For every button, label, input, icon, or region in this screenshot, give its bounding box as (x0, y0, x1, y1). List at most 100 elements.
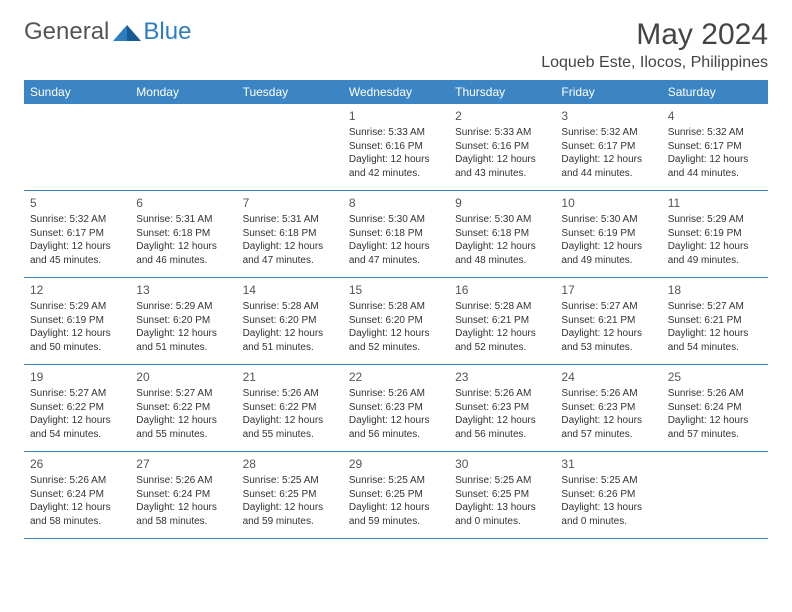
sunrise-text: Sunrise: 5:33 AM (349, 126, 443, 140)
day-number: 17 (561, 282, 655, 298)
sunset-text: Sunset: 6:26 PM (561, 488, 655, 502)
sunset-text: Sunset: 6:18 PM (349, 227, 443, 241)
day-number: 10 (561, 195, 655, 211)
day-cell: 13 Sunrise: 5:29 AMSunset: 6:20 PMDayligh… (130, 278, 236, 364)
week-row: 12Sunrise: 5:29 AMSunset: 6:19 PMDayligh… (24, 278, 768, 365)
daylight-text: Daylight: 13 hours and 0 minutes. (455, 501, 549, 528)
sunset-text: Sunset: 6:18 PM (136, 227, 230, 241)
daylight-text: Daylight: 12 hours and 47 minutes. (349, 240, 443, 267)
sunrise-text: Sunrise: 5:26 AM (136, 474, 230, 488)
day-cell: 6 Sunrise: 5:31 AMSunset: 6:18 PMDaylight… (130, 191, 236, 277)
day-cell: 19Sunrise: 5:27 AMSunset: 6:22 PMDayligh… (24, 365, 130, 451)
sunrise-text: Sunrise: 5:27 AM (668, 300, 762, 314)
day-cell: 7Sunrise: 5:31 AMSunset: 6:18 PMDaylight… (237, 191, 343, 277)
day-cell: 16 Sunrise: 5:28 AMSunset: 6:21 PMDayligh… (449, 278, 555, 364)
sunrise-text: Sunrise: 5:32 AM (668, 126, 762, 140)
day-cell: 21Sunrise: 5:26 AMSunset: 6:22 PMDayligh… (237, 365, 343, 451)
sunrise-text: Sunrise: 5:32 AM (561, 126, 655, 140)
day-number: 27 (136, 456, 230, 472)
sunset-text: Sunset: 6:18 PM (455, 227, 549, 241)
sunset-text: Sunset: 6:20 PM (136, 314, 230, 328)
day-number: 13 (136, 282, 230, 298)
daylight-text: Daylight: 12 hours and 52 minutes. (455, 327, 549, 354)
day-cell: 17 Sunrise: 5:27 AMSunset: 6:21 PMDayligh… (555, 278, 661, 364)
day-cell: 30Sunrise: 5:25 AMSunset: 6:25 PMDayligh… (449, 452, 555, 538)
day-cell: 26 Sunrise: 5:26 AMSunset: 6:24 PMDayligh… (24, 452, 130, 538)
day-number: 15 (349, 282, 443, 298)
day-cell: 15 Sunrise: 5:28 AMSunset: 6:20 PMDayligh… (343, 278, 449, 364)
sunset-text: Sunset: 6:24 PM (30, 488, 124, 502)
daylight-text: Daylight: 12 hours and 54 minutes. (30, 414, 124, 441)
sunrise-text: Sunrise: 5:26 AM (668, 387, 762, 401)
day-number: 26 (30, 456, 124, 472)
day-cell: 31Sunrise: 5:25 AMSunset: 6:26 PMDayligh… (555, 452, 661, 538)
week-row: 19 Sunrise: 5:27 AM Sunset: 6:22 PM Dayligh… (24, 365, 768, 452)
day-number: 16 (455, 282, 549, 298)
sunrise-text: Sunrise: 5:25 AM (243, 474, 337, 488)
day-number: 5 (30, 195, 124, 211)
daylight-text: Daylight: 12 hours and 57 minutes. (668, 414, 762, 441)
daylight-text: Daylight: 12 hours and 47 minutes. (243, 240, 337, 267)
sunset-text: Sunset: 6:20 PM (349, 314, 443, 328)
daylight-text: Daylight: 12 hours and 53 minutes. (561, 327, 655, 354)
sunrise-text: Sunrise: 5:28 AM (243, 300, 337, 314)
day-cell: 29Sunrise: 5:25 AMSunset: 6:25 PMDayligh… (343, 452, 449, 538)
sunrise-text: Sunrise: 5:28 AM (349, 300, 443, 314)
day-number: 31 (561, 456, 655, 472)
daylight-text: Daylight: 12 hours and 59 minutes. (243, 501, 337, 528)
sunset-text: Sunset: 6:21 PM (561, 314, 655, 328)
weeks-container: 1Sunrise: 5:33 AMSunset: 6:16 PMDaylight… (24, 104, 768, 539)
sunset-text: Sunset: 6:21 PM (455, 314, 549, 328)
daylight-text: Daylight: 12 hours and 42 minutes. (349, 153, 443, 180)
sunrise-text: Sunrise: 5:28 AM (455, 300, 549, 314)
sunset-text: Sunset: 6:19 PM (30, 314, 124, 328)
sunrise-text: Sunrise: 5:27 AM (30, 387, 124, 401)
day-cell (24, 104, 130, 190)
sunrise-text: Sunrise: 5:29 AM (136, 300, 230, 314)
weekday-header: Thursday (449, 80, 555, 104)
daylight-text: Daylight: 12 hours and 57 minutes. (561, 414, 655, 441)
daylight-text: Daylight: 12 hours and 49 minutes. (561, 240, 655, 267)
sunrise-text: Sunrise: 5:26 AM (349, 387, 443, 401)
weekday-header-row: SundayMondayTuesdayWednesdayThursdayFrid… (24, 80, 768, 104)
daylight-text: Daylight: 12 hours and 44 minutes. (561, 153, 655, 180)
day-number: 7 (243, 195, 337, 211)
sunrise-text: Sunrise: 5:29 AM (30, 300, 124, 314)
daylight-text: Daylight: 12 hours and 51 minutes. (136, 327, 230, 354)
sunrise-text: Sunrise: 5:27 AM (561, 300, 655, 314)
day-number: 24 (561, 369, 655, 385)
sunrise-text: Sunrise: 5:26 AM (30, 474, 124, 488)
sunset-text: Sunset: 6:24 PM (136, 488, 230, 502)
sunrise-text: Sunrise: 5:32 AM (30, 213, 124, 227)
day-number: 2 (455, 108, 549, 124)
sunset-text: Sunset: 6:22 PM (136, 401, 230, 415)
sunset-text: Sunset: 6:16 PM (455, 140, 549, 154)
daylight-text: Daylight: 12 hours and 52 minutes. (349, 327, 443, 354)
day-cell: 12Sunrise: 5:29 AMSunset: 6:19 PMDayligh… (24, 278, 130, 364)
day-number: 28 (243, 456, 337, 472)
sunset-text: Sunset: 6:22 PM (243, 401, 337, 415)
daylight-text: Daylight: 12 hours and 56 minutes. (455, 414, 549, 441)
sunrise-text: Sunrise: 5:31 AM (136, 213, 230, 227)
sunset-text: Sunset: 6:24 PM (668, 401, 762, 415)
day-number: 6 (136, 195, 230, 211)
daylight-text: Daylight: 12 hours and 43 minutes. (455, 153, 549, 180)
sunset-text: Sunset: 6:18 PM (243, 227, 337, 241)
day-cell (130, 104, 236, 190)
daylight-text: Daylight: 12 hours and 59 minutes. (349, 501, 443, 528)
sunset-text: Sunset: 6:19 PM (561, 227, 655, 241)
day-number: 9 (455, 195, 549, 211)
daylight-text: Daylight: 12 hours and 49 minutes. (668, 240, 762, 267)
daylight-text: Daylight: 12 hours and 48 minutes. (455, 240, 549, 267)
day-cell: 14Sunrise: 5:28 AMSunset: 6:20 PMDayligh… (237, 278, 343, 364)
day-number: 25 (668, 369, 762, 385)
daylight-text: Daylight: 12 hours and 58 minutes. (30, 501, 124, 528)
day-number: 19 (30, 369, 124, 385)
daylight-text: Daylight: 12 hours and 46 minutes. (136, 240, 230, 267)
day-cell: 20Sunrise: 5:27 AMSunset: 6:22 PMDayligh… (130, 365, 236, 451)
sunrise-text: Sunrise: 5:30 AM (561, 213, 655, 227)
week-row: 26Sunrise: 5:26 AMSunset: 6:24 PMDayligh… (24, 452, 768, 539)
weekday-header: Wednesday (343, 80, 449, 104)
weekday-header: Tuesday (237, 80, 343, 104)
sunset-text: Sunset: 6:17 PM (30, 227, 124, 241)
